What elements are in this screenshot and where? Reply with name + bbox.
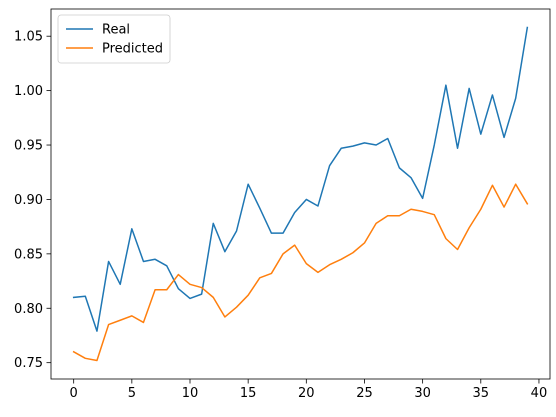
y-tick-label: 0.85 xyxy=(14,247,43,262)
series-line-predicted xyxy=(72,183,529,362)
x-tick-label: 20 xyxy=(298,386,315,401)
x-tick-label: 0 xyxy=(70,386,78,401)
x-tick-label: 10 xyxy=(182,386,199,401)
legend-label-real: Real xyxy=(102,23,130,38)
y-tick-label: 0.80 xyxy=(14,302,43,317)
x-tick-label: 30 xyxy=(414,386,431,401)
y-tick-label: 1.00 xyxy=(14,84,43,99)
series-line-real xyxy=(72,26,529,332)
y-tick-label: 0.95 xyxy=(14,139,43,154)
x-tick-label: 5 xyxy=(128,386,136,401)
y-tick-label: 0.75 xyxy=(14,356,43,371)
x-tick-label: 15 xyxy=(240,386,257,401)
legend-box xyxy=(57,14,171,64)
legend: Real Predicted xyxy=(57,14,171,64)
x-tick-label: 35 xyxy=(473,386,490,401)
y-tick-label: 1.05 xyxy=(14,30,43,45)
axes-layer: 0 5 10 15 20 25 30 35 40 0.75 0.80 0.85 0.90 0.95 1.00… xyxy=(14,8,551,401)
series-layer xyxy=(72,26,529,362)
legend-label-predicted: Predicted xyxy=(102,42,163,57)
y-tick-label: 0.90 xyxy=(14,193,43,208)
x-tick-label: 25 xyxy=(356,386,373,401)
x-tick-label: 40 xyxy=(531,386,548,401)
plot-frame xyxy=(50,8,551,380)
